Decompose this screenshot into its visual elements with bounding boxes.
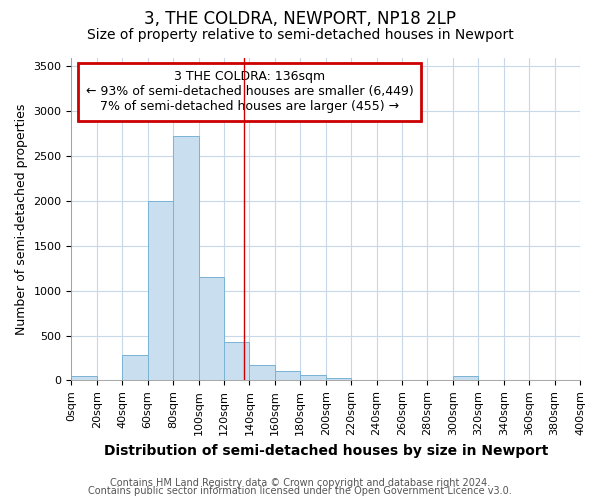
Bar	[199, 278, 224, 380]
Y-axis label: Number of semi-detached properties: Number of semi-detached properties	[15, 104, 28, 334]
Bar	[326, 378, 351, 380]
Bar	[453, 376, 478, 380]
Bar	[250, 365, 275, 380]
Bar	[71, 376, 97, 380]
Text: 3, THE COLDRA, NEWPORT, NP18 2LP: 3, THE COLDRA, NEWPORT, NP18 2LP	[144, 10, 456, 28]
Text: 3 THE COLDRA: 136sqm
← 93% of semi-detached houses are smaller (6,449)
7% of sem: 3 THE COLDRA: 136sqm ← 93% of semi-detac…	[86, 70, 413, 114]
Bar	[275, 372, 300, 380]
Bar	[173, 136, 199, 380]
Bar	[148, 201, 173, 380]
Bar	[224, 342, 250, 380]
Bar	[300, 375, 326, 380]
X-axis label: Distribution of semi-detached houses by size in Newport: Distribution of semi-detached houses by …	[104, 444, 548, 458]
Text: Size of property relative to semi-detached houses in Newport: Size of property relative to semi-detach…	[86, 28, 514, 42]
Text: Contains public sector information licensed under the Open Government Licence v3: Contains public sector information licen…	[88, 486, 512, 496]
Bar	[122, 356, 148, 380]
Text: Contains HM Land Registry data © Crown copyright and database right 2024.: Contains HM Land Registry data © Crown c…	[110, 478, 490, 488]
